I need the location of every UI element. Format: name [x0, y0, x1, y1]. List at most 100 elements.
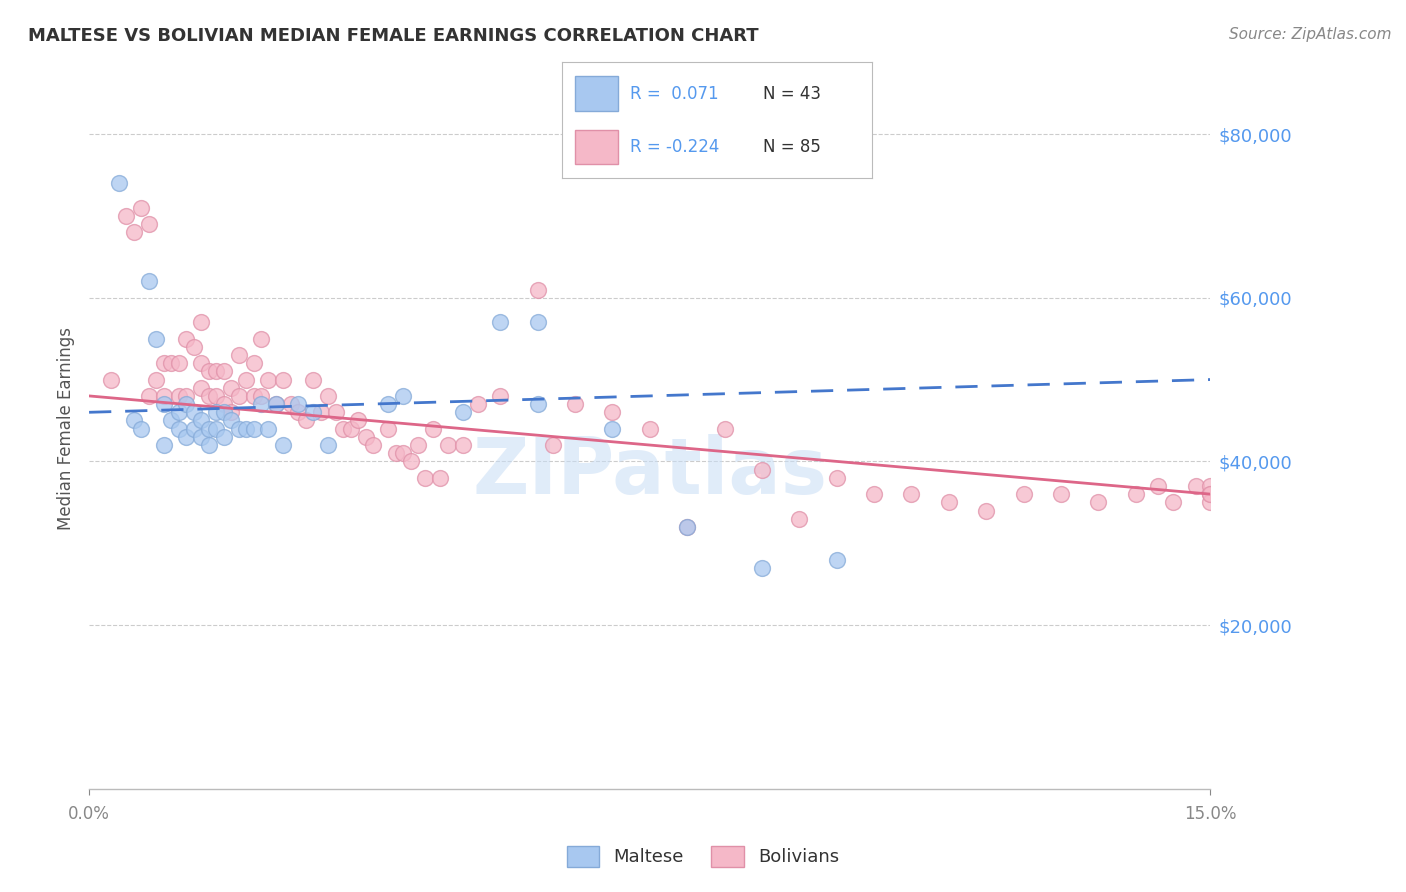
Point [377, 397, 399, 411]
Point [1050, 487, 1073, 501]
Point [318, 438, 340, 452]
Point [197, 422, 219, 436]
Point [392, 389, 415, 403]
Point [638, 422, 661, 436]
Point [212, 397, 235, 411]
FancyBboxPatch shape [575, 77, 619, 112]
Point [392, 446, 415, 460]
Point [228, 348, 250, 362]
Point [131, 201, 153, 215]
Point [235, 373, 257, 387]
Point [451, 438, 474, 452]
Text: N = 43: N = 43 [763, 85, 821, 103]
Point [602, 405, 624, 419]
Text: N = 85: N = 85 [763, 138, 821, 156]
Point [212, 430, 235, 444]
Point [205, 422, 228, 436]
Point [100, 373, 122, 387]
Point [377, 422, 399, 436]
Point [451, 405, 474, 419]
Point [318, 389, 340, 403]
Point [242, 356, 264, 370]
Point [1199, 487, 1222, 501]
Point [384, 446, 406, 460]
Point [174, 389, 197, 403]
Point [713, 422, 735, 436]
Point [153, 438, 176, 452]
Point [1184, 479, 1206, 493]
Point [108, 176, 131, 190]
Point [422, 422, 444, 436]
Text: R =  0.071: R = 0.071 [630, 85, 718, 103]
Point [197, 364, 219, 378]
Point [347, 413, 370, 427]
Point [751, 561, 773, 575]
Text: ZIPatlas: ZIPatlas [472, 434, 827, 510]
Point [197, 389, 219, 403]
Point [145, 373, 167, 387]
Point [1199, 495, 1222, 509]
Point [1012, 487, 1035, 501]
Point [287, 397, 309, 411]
Point [399, 454, 422, 468]
Point [302, 373, 325, 387]
Point [219, 381, 242, 395]
Point [167, 422, 190, 436]
Point [115, 209, 138, 223]
Point [264, 397, 287, 411]
Point [467, 397, 489, 411]
Point [526, 283, 548, 297]
Point [242, 389, 264, 403]
Point [183, 422, 205, 436]
Point [122, 413, 145, 427]
Point [228, 389, 250, 403]
Point [309, 405, 332, 419]
Point [287, 405, 309, 419]
Point [437, 438, 460, 452]
Point [541, 438, 564, 452]
Point [235, 422, 257, 436]
Point [938, 495, 960, 509]
Point [526, 397, 548, 411]
Point [197, 438, 219, 452]
Point [250, 332, 273, 346]
Point [219, 413, 242, 427]
Point [429, 471, 451, 485]
Point [602, 422, 624, 436]
Point [145, 332, 167, 346]
Point [257, 373, 280, 387]
Point [257, 422, 280, 436]
Point [167, 356, 190, 370]
Point [167, 389, 190, 403]
Point [361, 438, 384, 452]
Point [280, 397, 302, 411]
Point [1161, 495, 1184, 509]
Point [212, 405, 235, 419]
Text: R = -0.224: R = -0.224 [630, 138, 720, 156]
Point [183, 405, 205, 419]
FancyBboxPatch shape [575, 129, 619, 164]
Point [264, 397, 287, 411]
Point [205, 389, 228, 403]
Point [825, 552, 848, 566]
Legend: Maltese, Bolivians: Maltese, Bolivians [560, 838, 846, 874]
Point [212, 364, 235, 378]
Point [190, 315, 212, 329]
Text: MALTESE VS BOLIVIAN MEDIAN FEMALE EARNINGS CORRELATION CHART: MALTESE VS BOLIVIAN MEDIAN FEMALE EARNIN… [28, 27, 759, 45]
Point [1087, 495, 1109, 509]
Point [354, 430, 377, 444]
Text: Source: ZipAtlas.com: Source: ZipAtlas.com [1229, 27, 1392, 42]
Point [205, 364, 228, 378]
Point [900, 487, 922, 501]
Point [242, 422, 264, 436]
Point [1125, 487, 1147, 501]
Y-axis label: Median Female Earnings: Median Female Earnings [58, 327, 75, 530]
Point [174, 397, 197, 411]
Point [295, 413, 318, 427]
Point [787, 512, 810, 526]
Point [676, 520, 699, 534]
Point [190, 381, 212, 395]
Point [1199, 479, 1222, 493]
Point [415, 471, 437, 485]
Point [489, 389, 512, 403]
